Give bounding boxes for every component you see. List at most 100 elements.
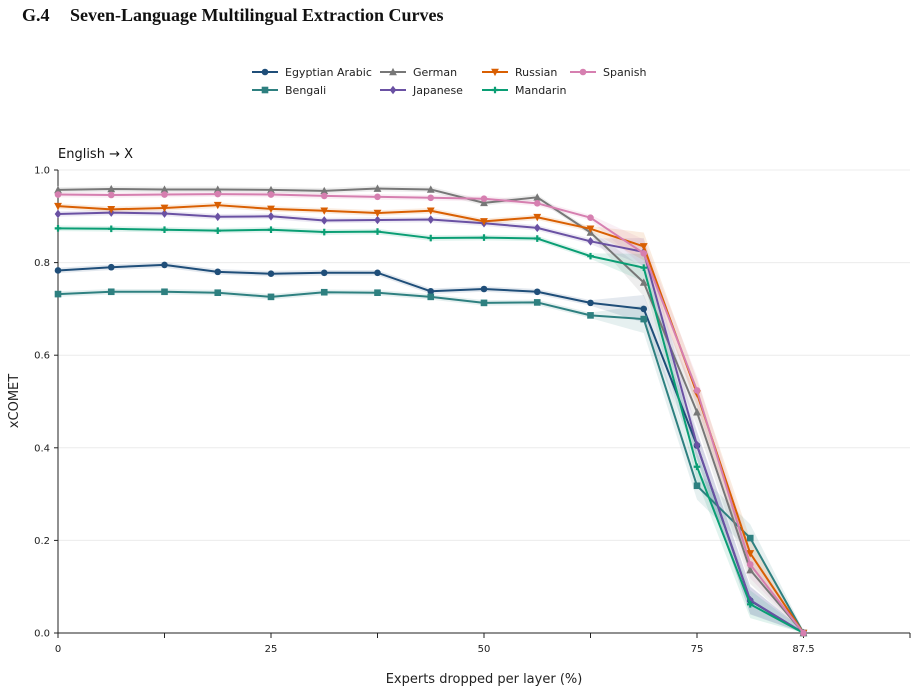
legend-item: Spanish (570, 66, 646, 79)
section-title: G.4 Seven-Language Multilingual Extractio… (22, 5, 444, 26)
legend-item: Bengali (252, 84, 326, 97)
data-point (373, 184, 382, 192)
data-point (587, 299, 594, 307)
data-point (746, 595, 754, 605)
section-number: G.4 (22, 5, 50, 25)
data-point (267, 185, 275, 194)
legend-item: Mandarin (482, 84, 567, 97)
data-point (161, 191, 168, 198)
data-point (107, 263, 115, 271)
data-point (373, 209, 382, 218)
series-line (57, 211, 805, 634)
legend-item: German (380, 66, 457, 79)
data-point (389, 85, 397, 95)
data-point (107, 225, 115, 233)
data-point (160, 204, 169, 213)
data-point (587, 237, 594, 246)
y-tick-label: 0.8 (34, 258, 50, 269)
data-point (480, 218, 488, 226)
data-point (639, 278, 648, 286)
data-point (480, 198, 488, 207)
data-point (161, 226, 168, 234)
data-point (267, 205, 275, 213)
data-point (426, 207, 435, 215)
data-point (746, 565, 755, 574)
data-point (213, 185, 222, 193)
data-point (107, 184, 116, 193)
confidence-band (58, 185, 804, 633)
data-point (320, 216, 328, 225)
data-point (586, 225, 595, 233)
y-tick-label: 1.0 (34, 166, 50, 177)
data-point (587, 252, 594, 260)
data-point (213, 201, 222, 210)
data-point (693, 440, 701, 450)
data-point (533, 235, 541, 242)
data-point (214, 289, 222, 296)
legend-label: Egyptian Arabic (285, 66, 372, 79)
data-point (533, 193, 542, 201)
data-point (693, 482, 701, 490)
legend-item: Egyptian Arabic (252, 66, 372, 79)
series (54, 190, 807, 637)
data-point (54, 267, 62, 274)
data-point (533, 213, 542, 222)
data-point (320, 228, 328, 236)
data-point (480, 285, 488, 293)
data-point (214, 227, 222, 234)
legend: Egyptian Arabic Bengali German Japanese Russ… (252, 66, 646, 97)
data-point (427, 234, 435, 242)
data-point (579, 68, 587, 76)
y-axis-label: xCOMET (7, 374, 22, 428)
confidence-band (58, 288, 804, 633)
data-point (533, 299, 541, 306)
x-tick-label: 75 (691, 644, 704, 655)
data-point (267, 212, 275, 221)
data-point (746, 600, 754, 608)
data-point (374, 269, 381, 277)
data-point (374, 193, 381, 201)
data-point (639, 243, 648, 251)
data-point (693, 408, 701, 416)
data-point (214, 212, 222, 222)
series (54, 288, 807, 637)
data-point (389, 67, 397, 76)
data-point (640, 305, 648, 313)
series (54, 225, 807, 637)
data-point (161, 209, 168, 218)
data-point (533, 223, 541, 233)
data-point (800, 629, 807, 637)
data-point (54, 209, 62, 219)
legend-label: Mandarin (515, 84, 567, 97)
data-point (491, 68, 499, 77)
data-point (261, 68, 269, 76)
data-point (640, 250, 648, 257)
data-point (214, 268, 222, 276)
data-point (640, 264, 648, 271)
legend-label: Japanese (412, 84, 463, 97)
data-point (267, 191, 275, 198)
y-tick-label: 0.0 (34, 629, 50, 640)
data-point (267, 270, 275, 278)
axes: 0.0 0.2 0.4 0.6 0.8 1.0 0 25 50 75 87.5 (34, 166, 911, 655)
data-point (746, 534, 754, 542)
confidence-band (58, 209, 804, 633)
grid-lines (58, 169, 910, 541)
panel-label: English → X (58, 147, 133, 162)
data-point (374, 289, 381, 296)
data-point (161, 288, 168, 296)
data-point (480, 195, 488, 203)
data-point (480, 234, 488, 241)
data-point (267, 226, 275, 234)
legend-item: Russian (482, 66, 557, 79)
data-point (160, 185, 169, 193)
data-point (427, 288, 435, 295)
data-point (587, 214, 594, 221)
data-point (320, 269, 328, 277)
x-tick-label: 25 (265, 644, 278, 655)
series-lines (54, 184, 808, 638)
y-tick-label: 0.4 (34, 443, 50, 454)
data-point (54, 191, 62, 198)
legend-label: Spanish (603, 66, 646, 79)
